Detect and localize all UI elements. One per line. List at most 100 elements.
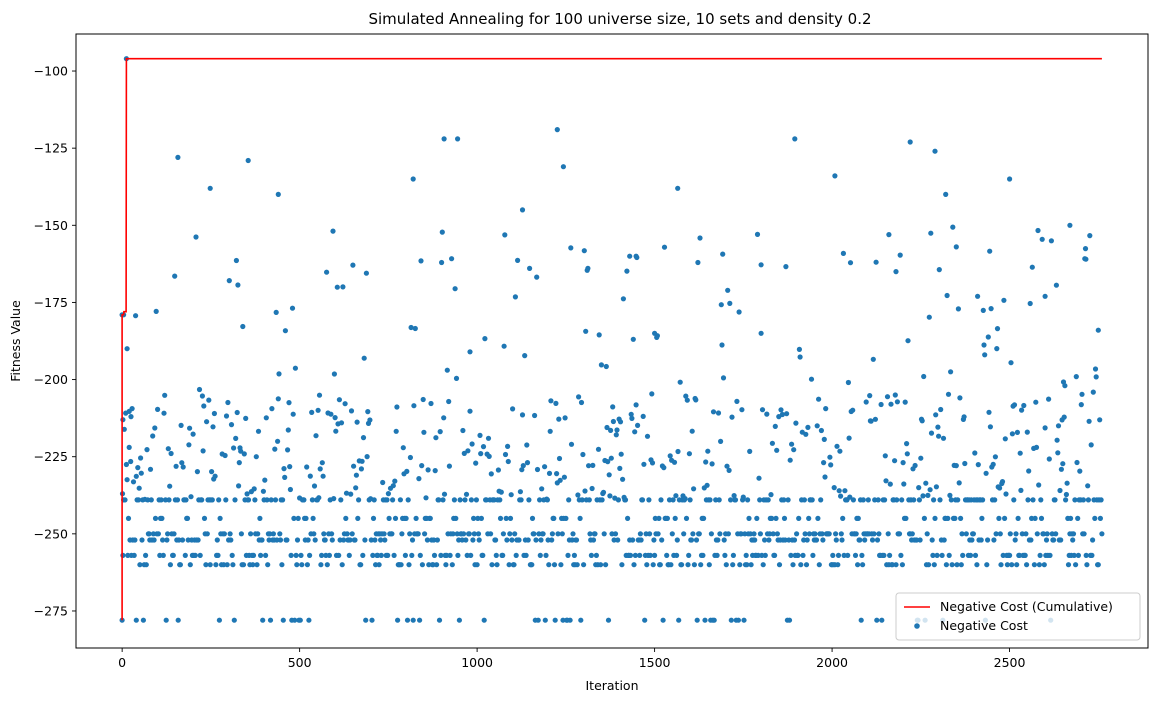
scatter-point bbox=[747, 531, 754, 537]
scatter-point bbox=[835, 562, 841, 568]
scatter-point bbox=[836, 488, 842, 494]
scatter-point bbox=[459, 537, 465, 543]
scatter-point bbox=[350, 262, 356, 268]
scatter-point bbox=[250, 552, 257, 559]
scatter-point bbox=[481, 617, 487, 623]
scatter-point bbox=[265, 562, 271, 568]
scatter-point bbox=[838, 493, 844, 499]
scatter-point bbox=[248, 531, 254, 537]
scatter-point bbox=[892, 392, 898, 398]
scatter-point bbox=[229, 552, 235, 559]
scatter-point bbox=[475, 531, 482, 537]
scatter-point bbox=[896, 531, 903, 537]
scatter-point bbox=[744, 562, 750, 568]
scatter-point bbox=[500, 552, 506, 559]
scatter-point bbox=[348, 491, 354, 497]
scatter-point bbox=[925, 492, 931, 498]
scatter-point bbox=[1081, 531, 1087, 537]
scatter-point bbox=[652, 330, 658, 336]
y-axis-label: Fitness Value bbox=[8, 300, 23, 382]
scatter-point bbox=[1095, 562, 1101, 568]
scatter-point bbox=[1098, 497, 1104, 503]
scatter-point bbox=[433, 435, 439, 441]
scatter-point bbox=[545, 537, 551, 543]
scatter-point bbox=[164, 537, 170, 543]
scatter-point bbox=[280, 617, 286, 623]
scatter-point bbox=[899, 497, 905, 503]
scatter-point bbox=[523, 552, 529, 559]
scatter-point bbox=[509, 537, 515, 543]
scatter-point bbox=[329, 537, 335, 543]
scatter-point bbox=[230, 562, 236, 568]
scatter-point bbox=[494, 562, 500, 568]
scatter-point bbox=[533, 537, 539, 543]
scatter-point bbox=[473, 460, 479, 466]
scatter-point bbox=[365, 409, 371, 415]
scatter-point bbox=[140, 617, 146, 623]
scatter-point bbox=[144, 447, 150, 453]
scatter-point bbox=[738, 531, 744, 537]
scatter-point bbox=[547, 428, 553, 434]
scatter-point bbox=[228, 537, 234, 543]
scatter-point bbox=[705, 448, 711, 454]
scatter-point bbox=[765, 497, 771, 503]
scatter-point bbox=[978, 537, 984, 543]
scatter-point bbox=[589, 485, 595, 492]
scatter-point bbox=[282, 328, 288, 334]
scatter-point bbox=[596, 332, 602, 338]
scatter-point bbox=[630, 537, 636, 543]
scatter-point bbox=[276, 371, 282, 377]
scatter-point bbox=[174, 497, 181, 503]
scatter-point bbox=[395, 617, 401, 623]
scatter-point bbox=[1021, 402, 1027, 409]
scatter-point bbox=[554, 471, 560, 477]
scatter-point bbox=[133, 473, 139, 479]
scatter-point bbox=[1028, 537, 1034, 543]
scatter-point bbox=[1065, 562, 1072, 568]
scatter-point bbox=[486, 453, 492, 459]
scatter-point bbox=[870, 356, 876, 362]
scatter-point bbox=[840, 515, 846, 522]
scatter-point bbox=[319, 552, 325, 559]
scatter-point bbox=[353, 472, 359, 478]
scatter-point bbox=[620, 296, 627, 302]
scatter-point bbox=[566, 497, 572, 503]
scatter-point bbox=[179, 537, 186, 543]
scatter-point bbox=[172, 273, 178, 279]
scatter-point bbox=[664, 515, 671, 522]
scatter-point bbox=[119, 617, 125, 623]
scatter-point bbox=[223, 497, 229, 503]
scatter-point bbox=[165, 446, 171, 452]
scatter-point bbox=[1031, 562, 1037, 568]
scatter-point bbox=[1038, 497, 1044, 503]
scatter-point bbox=[310, 515, 316, 522]
scatter-point bbox=[328, 411, 334, 417]
scatter-point bbox=[303, 515, 309, 522]
scatter-point bbox=[599, 497, 605, 503]
scatter-point bbox=[702, 617, 708, 623]
scatter-point bbox=[173, 463, 179, 469]
scatter-point bbox=[683, 515, 690, 522]
scatter-point bbox=[639, 497, 646, 503]
scatter-point bbox=[497, 515, 504, 522]
scatter-point bbox=[700, 552, 706, 559]
scatter-point bbox=[1063, 497, 1069, 503]
scatter-point bbox=[917, 537, 923, 543]
scatter-point bbox=[673, 493, 679, 499]
scatter-point bbox=[575, 492, 581, 498]
scatter-point bbox=[512, 294, 519, 300]
scatter-point bbox=[316, 392, 323, 398]
scatter-point bbox=[879, 617, 885, 623]
scatter-point bbox=[135, 465, 141, 471]
scatter-point bbox=[774, 531, 781, 537]
scatter-point bbox=[899, 562, 906, 568]
scatter-point bbox=[871, 531, 877, 537]
scatter-point bbox=[707, 497, 713, 503]
scatter-point bbox=[955, 306, 962, 312]
scatter-point bbox=[543, 552, 549, 559]
scatter-point bbox=[598, 562, 604, 568]
scatter-point bbox=[250, 562, 256, 568]
scatter-point bbox=[669, 531, 675, 537]
scatter-point bbox=[495, 467, 501, 473]
scatter-point bbox=[613, 432, 619, 438]
